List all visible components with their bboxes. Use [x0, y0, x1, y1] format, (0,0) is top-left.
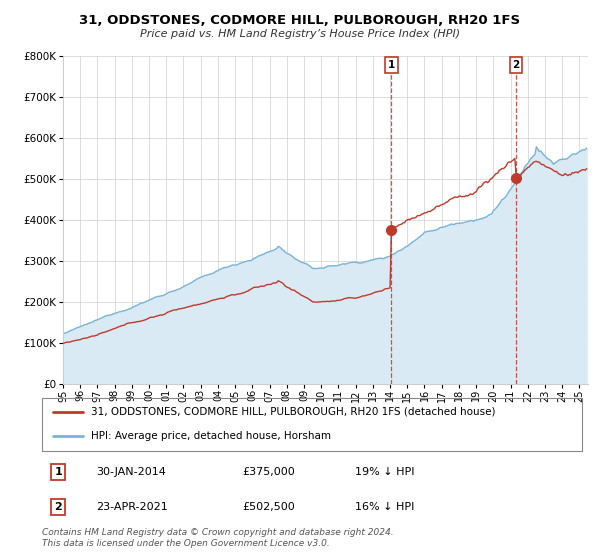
- Text: 2: 2: [55, 502, 62, 512]
- Text: 19% ↓ HPI: 19% ↓ HPI: [355, 468, 415, 477]
- Text: 1: 1: [388, 60, 395, 70]
- Text: 16% ↓ HPI: 16% ↓ HPI: [355, 502, 415, 512]
- Text: 23-APR-2021: 23-APR-2021: [96, 502, 168, 512]
- Text: 30-JAN-2014: 30-JAN-2014: [96, 468, 166, 477]
- Text: 31, ODDSTONES, CODMORE HILL, PULBOROUGH, RH20 1FS (detached house): 31, ODDSTONES, CODMORE HILL, PULBOROUGH,…: [91, 407, 495, 417]
- Text: Price paid vs. HM Land Registry’s House Price Index (HPI): Price paid vs. HM Land Registry’s House …: [140, 29, 460, 39]
- Text: £375,000: £375,000: [242, 468, 295, 477]
- Text: 1: 1: [55, 468, 62, 477]
- Text: £502,500: £502,500: [242, 502, 295, 512]
- Text: 2: 2: [512, 60, 520, 70]
- Text: Contains HM Land Registry data © Crown copyright and database right 2024.
This d: Contains HM Land Registry data © Crown c…: [42, 528, 394, 548]
- Text: HPI: Average price, detached house, Horsham: HPI: Average price, detached house, Hors…: [91, 431, 331, 441]
- Text: 31, ODDSTONES, CODMORE HILL, PULBOROUGH, RH20 1FS: 31, ODDSTONES, CODMORE HILL, PULBOROUGH,…: [79, 14, 521, 27]
